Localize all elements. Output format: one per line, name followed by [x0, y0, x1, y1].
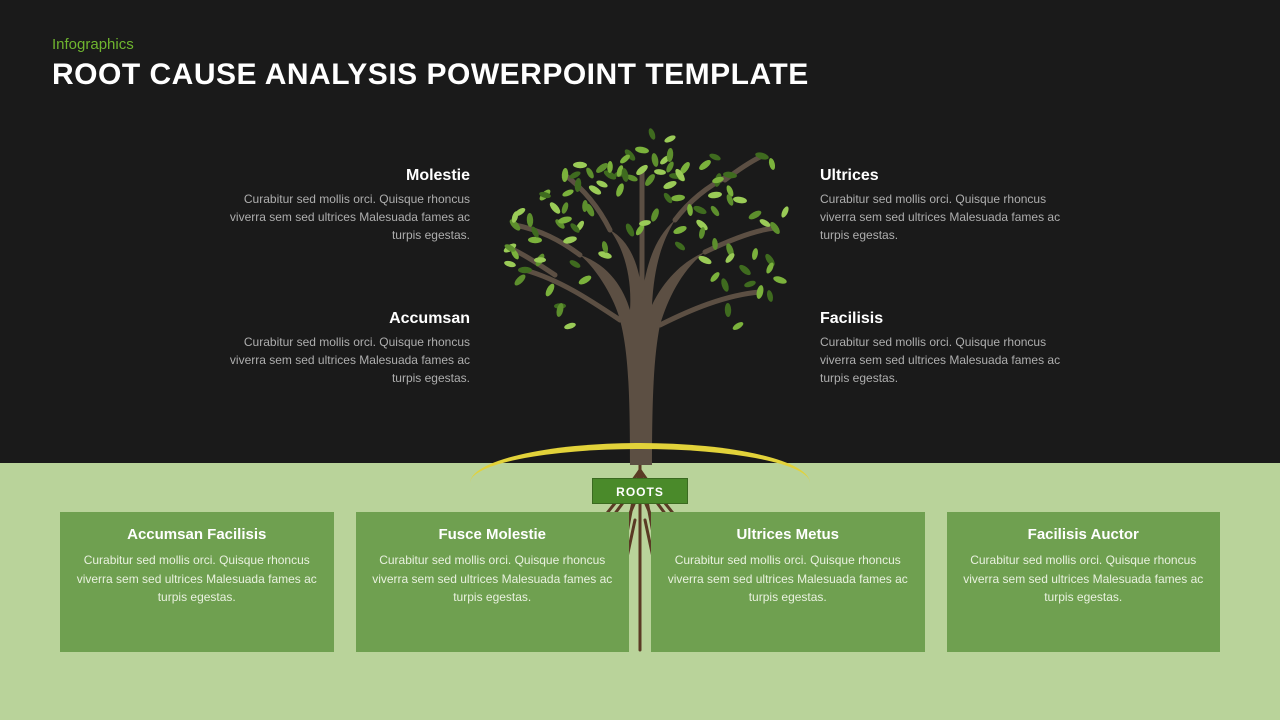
branch-block-ultrices: Ultrices Curabitur sed mollis orci. Quis… [820, 167, 1080, 244]
branch-block-facilisis: Facilisis Curabitur sed mollis orci. Qui… [820, 310, 1080, 387]
branch-body: Curabitur sed mollis orci. Quisque rhonc… [210, 190, 470, 244]
root-card-title: Accumsan Facilisis [76, 526, 318, 543]
root-card-title: Ultrices Metus [667, 526, 909, 543]
root-card-title: Facilisis Auctor [963, 526, 1205, 543]
root-card-title: Fusce Molestie [372, 526, 614, 543]
branch-body: Curabitur sed mollis orci. Quisque rhonc… [820, 333, 1080, 387]
eyebrow: Infographics [52, 36, 134, 53]
roots-label: ROOTS [592, 478, 688, 504]
root-card-body: Curabitur sed mollis orci. Quisque rhonc… [76, 551, 318, 607]
branch-title: Molestie [210, 167, 470, 185]
root-card: Accumsan Facilisis Curabitur sed mollis … [60, 512, 334, 652]
root-card-body: Curabitur sed mollis orci. Quisque rhonc… [963, 551, 1205, 607]
root-cards-row: Accumsan Facilisis Curabitur sed mollis … [60, 512, 1220, 652]
branch-title: Ultrices [820, 167, 1080, 185]
page-title: ROOT CAUSE ANALYSIS POWERPOINT TEMPLATE [52, 58, 809, 92]
root-card-body: Curabitur sed mollis orci. Quisque rhonc… [372, 551, 614, 607]
root-card: Fusce Molestie Curabitur sed mollis orci… [356, 512, 630, 652]
root-card: Ultrices Metus Curabitur sed mollis orci… [651, 512, 925, 652]
root-card-body: Curabitur sed mollis orci. Quisque rhonc… [667, 551, 909, 607]
branch-body: Curabitur sed mollis orci. Quisque rhonc… [820, 190, 1080, 244]
branch-block-molestie: Molestie Curabitur sed mollis orci. Quis… [210, 167, 470, 244]
branch-title: Accumsan [210, 310, 470, 328]
root-card: Facilisis Auctor Curabitur sed mollis or… [947, 512, 1221, 652]
branch-block-accumsan: Accumsan Curabitur sed mollis orci. Quis… [210, 310, 470, 387]
branch-title: Facilisis [820, 310, 1080, 328]
branch-body: Curabitur sed mollis orci. Quisque rhonc… [210, 333, 470, 387]
